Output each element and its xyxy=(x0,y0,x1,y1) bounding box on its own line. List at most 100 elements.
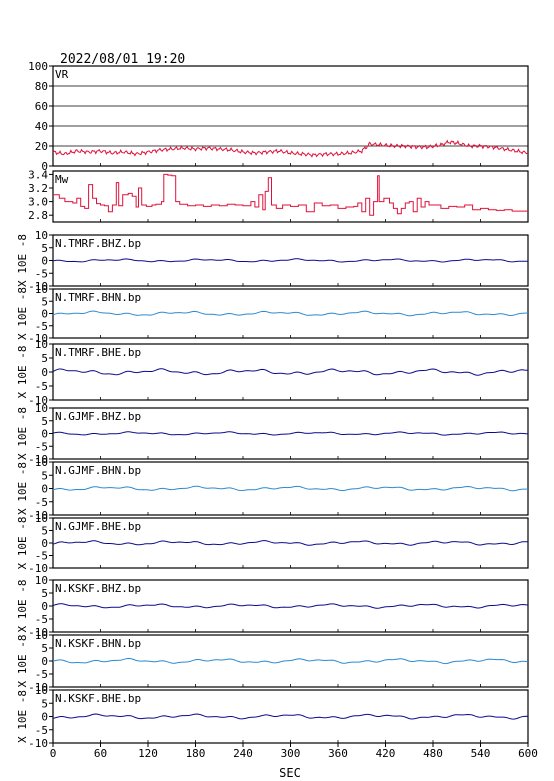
y-axis-label: X 10E -8 xyxy=(16,287,29,340)
y-tick-label: 80 xyxy=(35,80,48,93)
y-tick-label: 5 xyxy=(41,242,48,255)
x-tick-label: 480 xyxy=(423,747,443,760)
panel-label: N.KSKF.BHN.bp xyxy=(55,637,141,650)
x-tick-label: 360 xyxy=(328,747,348,760)
y-tick-label: 0 xyxy=(41,655,48,668)
series-line xyxy=(52,713,529,720)
y-axis-label: X 10E -8 xyxy=(16,517,29,570)
y-tick-label: 3.0 xyxy=(28,196,48,209)
y-tick-label: 100 xyxy=(28,60,48,73)
y-tick-label: 5 xyxy=(41,469,48,482)
y-tick-label: -10 xyxy=(28,394,48,407)
panel-label: N.KSKF.BHE.bp xyxy=(55,692,141,705)
y-tick-label: -5 xyxy=(35,724,48,737)
x-tick-label: 420 xyxy=(376,747,396,760)
y-tick-label: 40 xyxy=(35,120,48,133)
y-tick-label: 0 xyxy=(41,160,48,173)
y-tick-label: 10 xyxy=(35,402,48,415)
y-tick-label: 5 xyxy=(41,525,48,538)
y-tick-label: 5 xyxy=(41,295,48,308)
y-tick-label: 3.2 xyxy=(28,182,48,195)
y-tick-label: -10 xyxy=(28,280,48,293)
y-tick-label: 3.4 xyxy=(28,168,48,181)
x-tick-label: 0 xyxy=(50,747,57,760)
series-line xyxy=(52,540,528,546)
y-tick-label: 0 xyxy=(41,308,48,321)
y-tick-label: -10 xyxy=(28,626,48,639)
y-tick-label: -5 xyxy=(35,550,48,563)
y-tick-label: -5 xyxy=(35,668,48,681)
y-tick-label: -5 xyxy=(35,320,48,333)
y-tick-label: 5 xyxy=(41,642,48,655)
x-tick-label: 600 xyxy=(518,747,538,760)
panel-3: -10-505 10 N.TMRF.BHZ.bp X 10E -8 xyxy=(16,229,529,293)
y-axis-label: X 10E -8 xyxy=(16,635,29,688)
y-tick-label: -5 xyxy=(35,380,48,393)
panel-frame xyxy=(52,170,529,223)
series-line xyxy=(52,310,529,317)
y-tick-label: 0 xyxy=(41,483,48,496)
y-tick-label: -5 xyxy=(35,613,48,626)
timestamp-title: 2022/08/01 19:20 xyxy=(60,52,185,67)
y-axis-label: X 10E -8 xyxy=(16,462,29,515)
y-tick-label: 10 xyxy=(35,456,48,469)
x-axis-label: SEC xyxy=(279,766,301,780)
y-axis-label: X 10E -8 xyxy=(16,690,29,743)
series-line xyxy=(52,431,529,436)
y-tick-label: 2.8 xyxy=(28,209,48,222)
y-tick-label: 10 xyxy=(35,283,48,296)
series-line xyxy=(53,173,528,216)
series-line xyxy=(52,139,529,158)
series-line xyxy=(52,485,528,492)
panel-label: Mw xyxy=(55,173,69,186)
y-tick-label: -10 xyxy=(28,737,48,750)
panel-label: N.GJMF.BHN.bp xyxy=(55,464,141,477)
panel-label: N.KSKF.BHZ.bp xyxy=(55,582,141,595)
series-line xyxy=(52,258,529,263)
y-tick-label: 10 xyxy=(35,512,48,525)
x-tick-label: 60 xyxy=(94,747,107,760)
panel-label: VR xyxy=(55,68,69,81)
y-tick-label: 5 xyxy=(41,587,48,600)
y-tick-label: 20 xyxy=(35,140,48,153)
x-tick-label: 540 xyxy=(471,747,491,760)
y-tick-label: 5 xyxy=(41,697,48,710)
y-axis-label: X 10E -8 xyxy=(16,580,29,633)
series-line xyxy=(52,368,529,376)
y-tick-label: 0 xyxy=(41,428,48,441)
panel-2: 2.83.03.23.4 Mw xyxy=(28,168,529,223)
y-tick-label: 10 xyxy=(35,338,48,351)
panel-label: N.TMRF.BHN.bp xyxy=(55,291,141,304)
x-tick-label: 180 xyxy=(186,747,206,760)
y-tick-label: 10 xyxy=(35,684,48,697)
y-tick-label: 0 xyxy=(41,255,48,268)
y-tick-label: -10 xyxy=(28,509,48,522)
y-axis-label: X 10E -8 xyxy=(16,234,29,287)
panel-frame xyxy=(52,65,529,167)
x-tick-label: 300 xyxy=(281,747,301,760)
y-tick-label: 0 xyxy=(41,366,48,379)
panel-1: 0 20 40 60 80 100 VR xyxy=(28,60,529,173)
x-tick-label: 240 xyxy=(233,747,253,760)
y-tick-label: -5 xyxy=(35,496,48,509)
y-tick-label: -10 xyxy=(28,681,48,694)
y-tick-label: -5 xyxy=(35,267,48,280)
y-tick-label: -10 xyxy=(28,562,48,575)
y-tick-label: 5 xyxy=(41,415,48,428)
y-tick-label: -10 xyxy=(28,332,48,345)
y-tick-label: 5 xyxy=(41,352,48,365)
panel-label: N.GJMF.BHZ.bp xyxy=(55,410,141,423)
y-axis-label: X 10E -8 xyxy=(16,407,29,460)
panel-label: N.TMRF.BHZ.bp xyxy=(55,237,141,250)
y-tick-label: 0 xyxy=(41,537,48,550)
y-tick-label: -5 xyxy=(35,440,48,453)
